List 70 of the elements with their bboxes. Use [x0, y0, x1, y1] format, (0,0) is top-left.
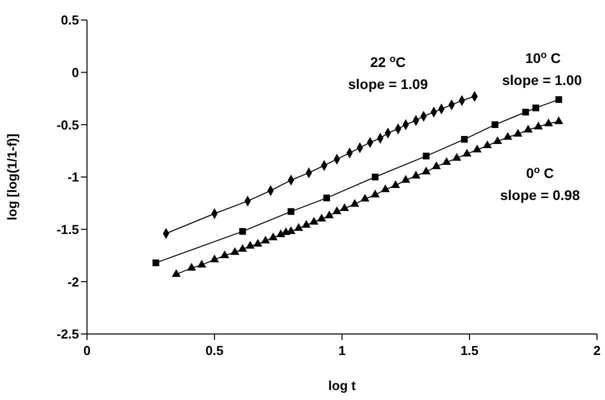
point — [411, 170, 420, 179]
annotation: 10$^{o}$ C — [525, 49, 561, 66]
point — [210, 254, 219, 262]
y-axis-title: log [log(1/1-f)] — [4, 134, 20, 220]
annotation: 0$^{o}$ C — [526, 164, 554, 181]
point — [324, 210, 334, 218]
point — [380, 184, 390, 192]
point — [246, 240, 255, 249]
point — [172, 269, 181, 277]
y-tick-label: 0.5 — [60, 12, 79, 28]
point — [472, 144, 482, 152]
point — [482, 140, 492, 148]
annotation: slope = 1.00 — [502, 72, 582, 88]
point — [230, 247, 240, 255]
point — [492, 121, 498, 128]
point — [442, 157, 452, 165]
y-tick-label: 0 — [72, 64, 79, 80]
point — [432, 161, 441, 170]
point — [391, 180, 400, 188]
point — [524, 124, 533, 132]
point — [555, 96, 562, 103]
point — [288, 208, 294, 215]
point — [461, 136, 468, 143]
point — [422, 152, 430, 160]
point — [253, 238, 262, 247]
point — [317, 214, 326, 222]
annotation: slope = 0.98 — [500, 186, 580, 203]
annotation: slope = 1.09 — [348, 76, 428, 92]
point — [360, 194, 370, 202]
point — [493, 136, 502, 144]
point — [238, 244, 248, 252]
point — [554, 116, 564, 124]
point — [532, 104, 540, 112]
point — [152, 259, 160, 266]
point — [309, 216, 318, 225]
point — [350, 199, 360, 207]
point — [452, 153, 462, 161]
point — [302, 220, 311, 228]
y-tick-label: -2 — [67, 274, 79, 290]
point — [294, 223, 304, 231]
point — [261, 236, 270, 244]
point — [239, 228, 246, 235]
point — [340, 203, 350, 211]
point — [323, 194, 330, 202]
y-tick-label: -1.5 — [56, 222, 79, 237]
point — [370, 190, 380, 198]
x-tick-label: 1.5 — [460, 343, 479, 358]
x-tick-label: 1 — [338, 343, 346, 358]
x-tick-label: 0.5 — [205, 343, 224, 358]
point — [513, 128, 522, 137]
point — [422, 166, 431, 174]
point — [544, 118, 554, 126]
y-tick-label: -1 — [67, 170, 79, 185]
x-tick-label: 0 — [83, 343, 91, 358]
x-axis-title: log t — [328, 378, 356, 393]
annotation: 22 $^{o}$C — [370, 53, 406, 70]
x-tick-label: 2 — [593, 343, 601, 358]
point — [187, 262, 196, 271]
point — [401, 174, 410, 183]
point — [332, 206, 342, 214]
y-tick-label: -2.5 — [56, 326, 79, 342]
point — [462, 148, 472, 157]
y-tick-label: -0.5 — [56, 117, 79, 132]
point — [197, 260, 206, 268]
point — [534, 122, 543, 130]
point — [503, 132, 512, 140]
point — [220, 250, 230, 258]
point — [268, 232, 278, 240]
point — [522, 108, 529, 116]
point — [372, 174, 379, 180]
